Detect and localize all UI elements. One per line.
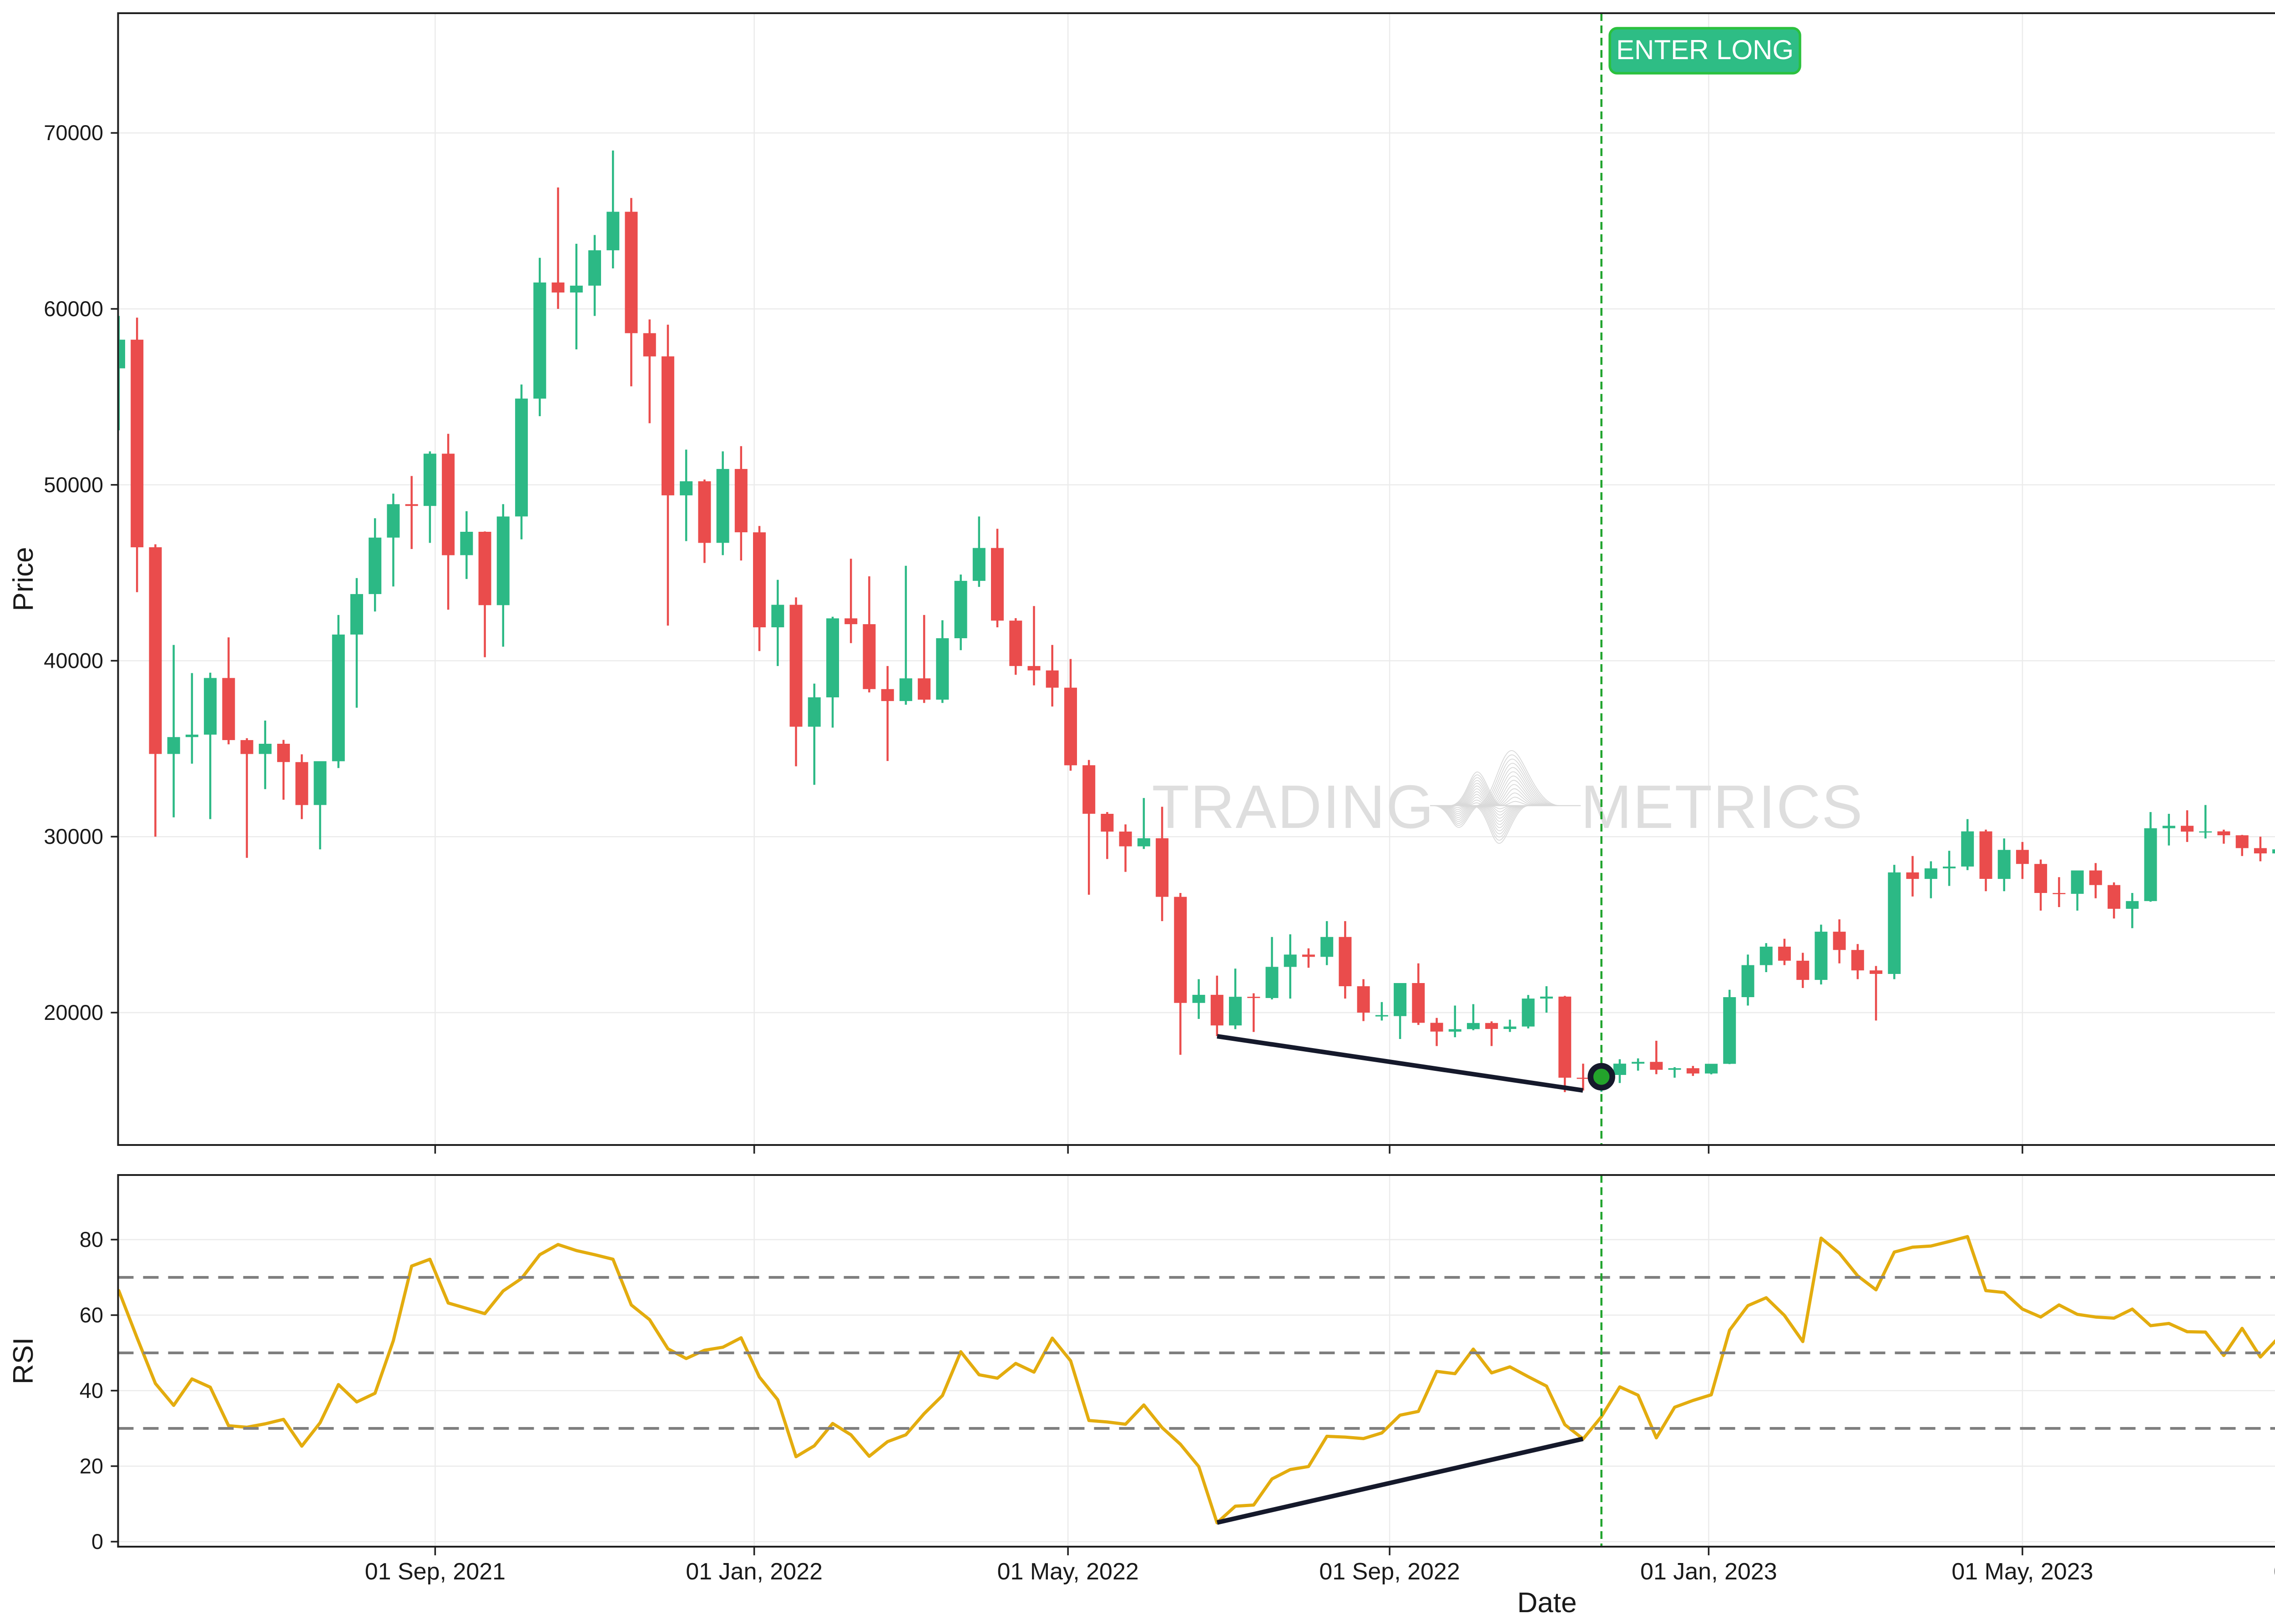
svg-text:40000: 40000 (44, 649, 103, 673)
svg-text:50000: 50000 (44, 473, 103, 497)
svg-text:01 May, 2023: 01 May, 2023 (1951, 1558, 2093, 1585)
svg-text:80: 80 (80, 1227, 103, 1251)
svg-text:20: 20 (80, 1454, 103, 1478)
svg-text:40: 40 (80, 1378, 103, 1402)
svg-text:Price: Price (8, 547, 39, 611)
svg-text:01 Jan, 2023: 01 Jan, 2023 (1640, 1558, 1777, 1585)
svg-text:01 Jan, 2022: 01 Jan, 2022 (686, 1558, 823, 1585)
svg-text:20000: 20000 (44, 1000, 103, 1024)
svg-text:0: 0 (91, 1529, 103, 1553)
svg-text:01 May, 2022: 01 May, 2022 (997, 1558, 1139, 1585)
svg-text:TRADING: TRADING (1152, 772, 1435, 841)
svg-text:30000: 30000 (44, 824, 103, 848)
svg-text:ENTER LONG: ENTER LONG (1616, 35, 1794, 65)
svg-text:60000: 60000 (44, 297, 103, 321)
svg-text:01 Sep, 2022: 01 Sep, 2022 (1319, 1558, 1460, 1585)
svg-text:Date: Date (1517, 1587, 1577, 1619)
svg-text:01 Sep, 2021: 01 Sep, 2021 (365, 1558, 506, 1585)
svg-text:RSI: RSI (8, 1337, 39, 1384)
svg-text:70000: 70000 (44, 121, 103, 145)
svg-text:01 Sep, 2023: 01 Sep, 2023 (2274, 1558, 2275, 1585)
svg-text:METRICS: METRICS (1581, 772, 1864, 841)
svg-text:60: 60 (80, 1303, 103, 1327)
